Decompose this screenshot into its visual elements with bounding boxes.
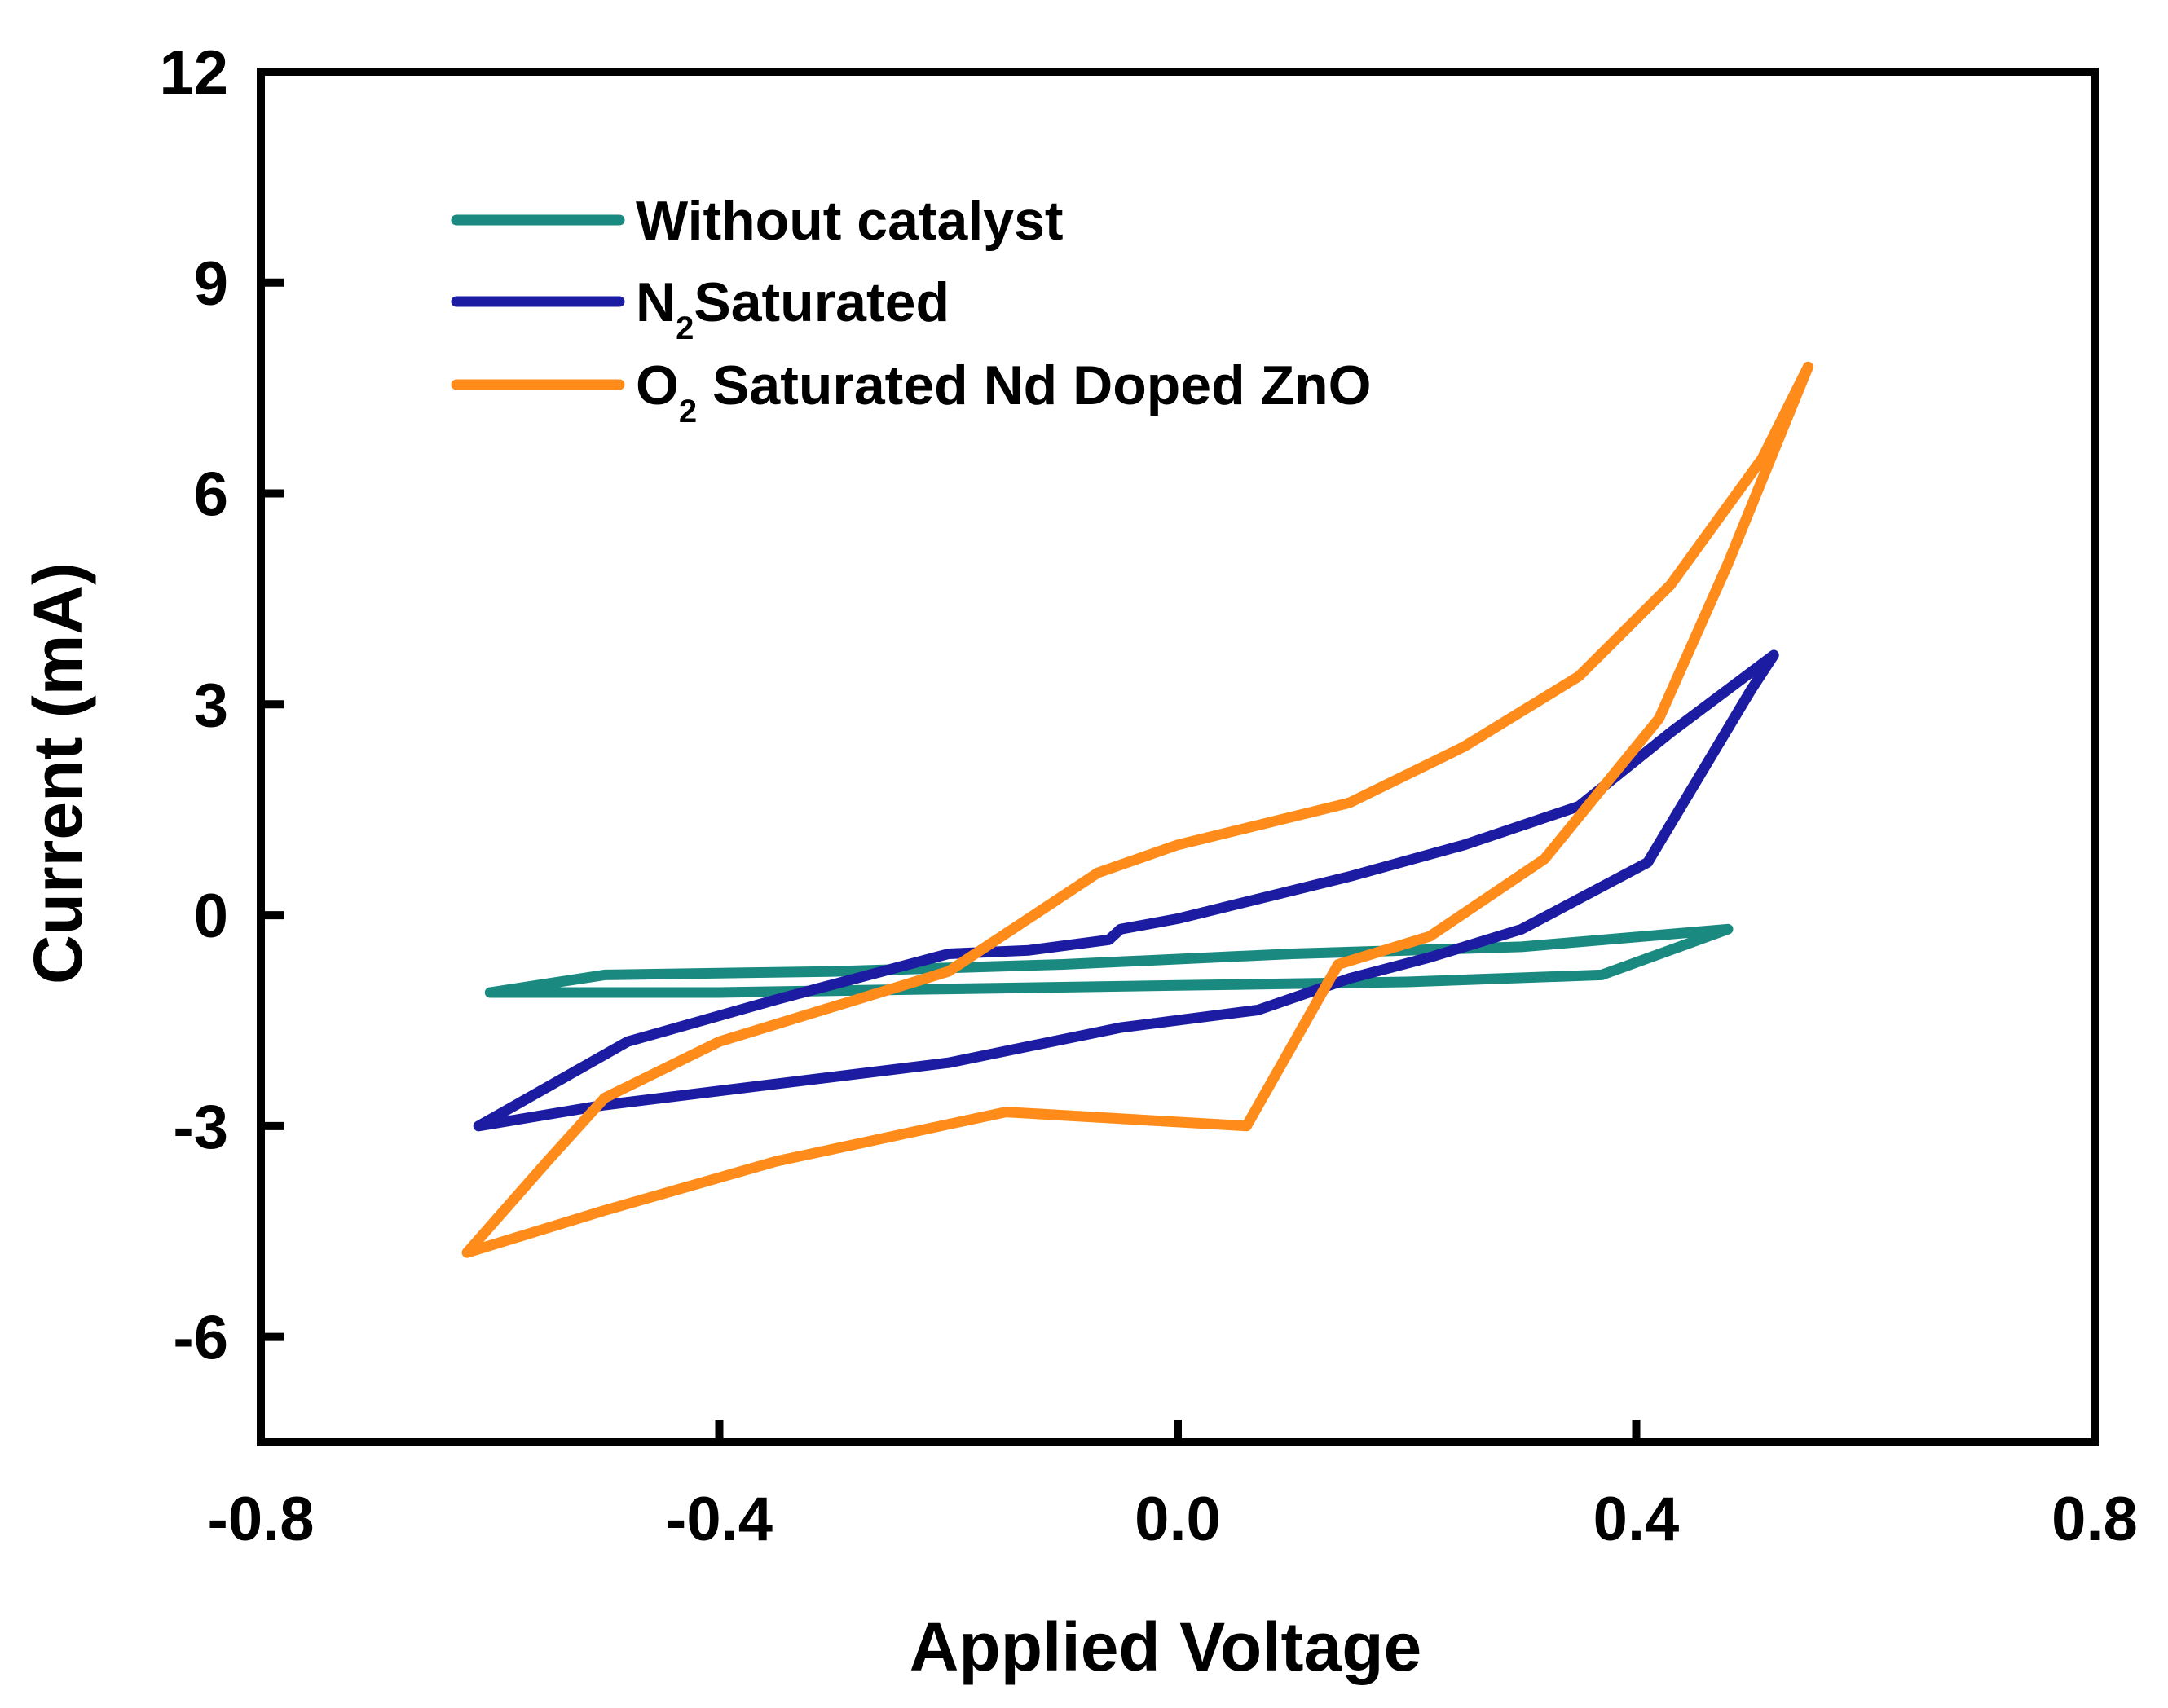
x-tick-label: -0.4 xyxy=(666,1485,773,1554)
series-line-2 xyxy=(473,649,1779,1132)
y-axis-title: Current (mA) xyxy=(20,562,96,984)
series-layer xyxy=(461,361,1813,1258)
y-tick-label: 9 xyxy=(194,249,228,319)
y-tick-label: 0 xyxy=(194,882,228,951)
x-tick-label: 0.4 xyxy=(1593,1485,1680,1554)
y-tick-label: 6 xyxy=(194,460,228,530)
legend-label-1: Without catalyst xyxy=(636,190,1064,252)
x-axis-title: Applied Voltage xyxy=(910,1609,1421,1685)
y-tick-label: -6 xyxy=(173,1304,228,1373)
x-tick-label: 0.0 xyxy=(1135,1485,1221,1554)
legend-label-2: N2Saturated xyxy=(636,271,950,346)
legend-label-3: O2 Saturated Nd Doped ZnO xyxy=(636,354,1372,429)
x-tick-label: -0.8 xyxy=(208,1485,315,1554)
legend: Without catalyst N2Saturated O2 Saturated … xyxy=(451,190,1372,429)
x-tick-label: 0.8 xyxy=(2051,1485,2138,1554)
series-line-3 xyxy=(461,361,1813,1258)
y-tick-label: 12 xyxy=(159,38,228,108)
x-axis-tick-labels: -0.8 -0.4 0.0 0.4 0.8 xyxy=(208,1485,2138,1554)
axis-ticks xyxy=(261,68,1641,1442)
y-tick-label: 3 xyxy=(194,671,228,740)
y-tick-label: -3 xyxy=(173,1093,228,1162)
y-axis-tick-labels: 12 9 6 3 0 -3 -6 xyxy=(159,38,228,1373)
series-line-1 xyxy=(484,923,1734,998)
